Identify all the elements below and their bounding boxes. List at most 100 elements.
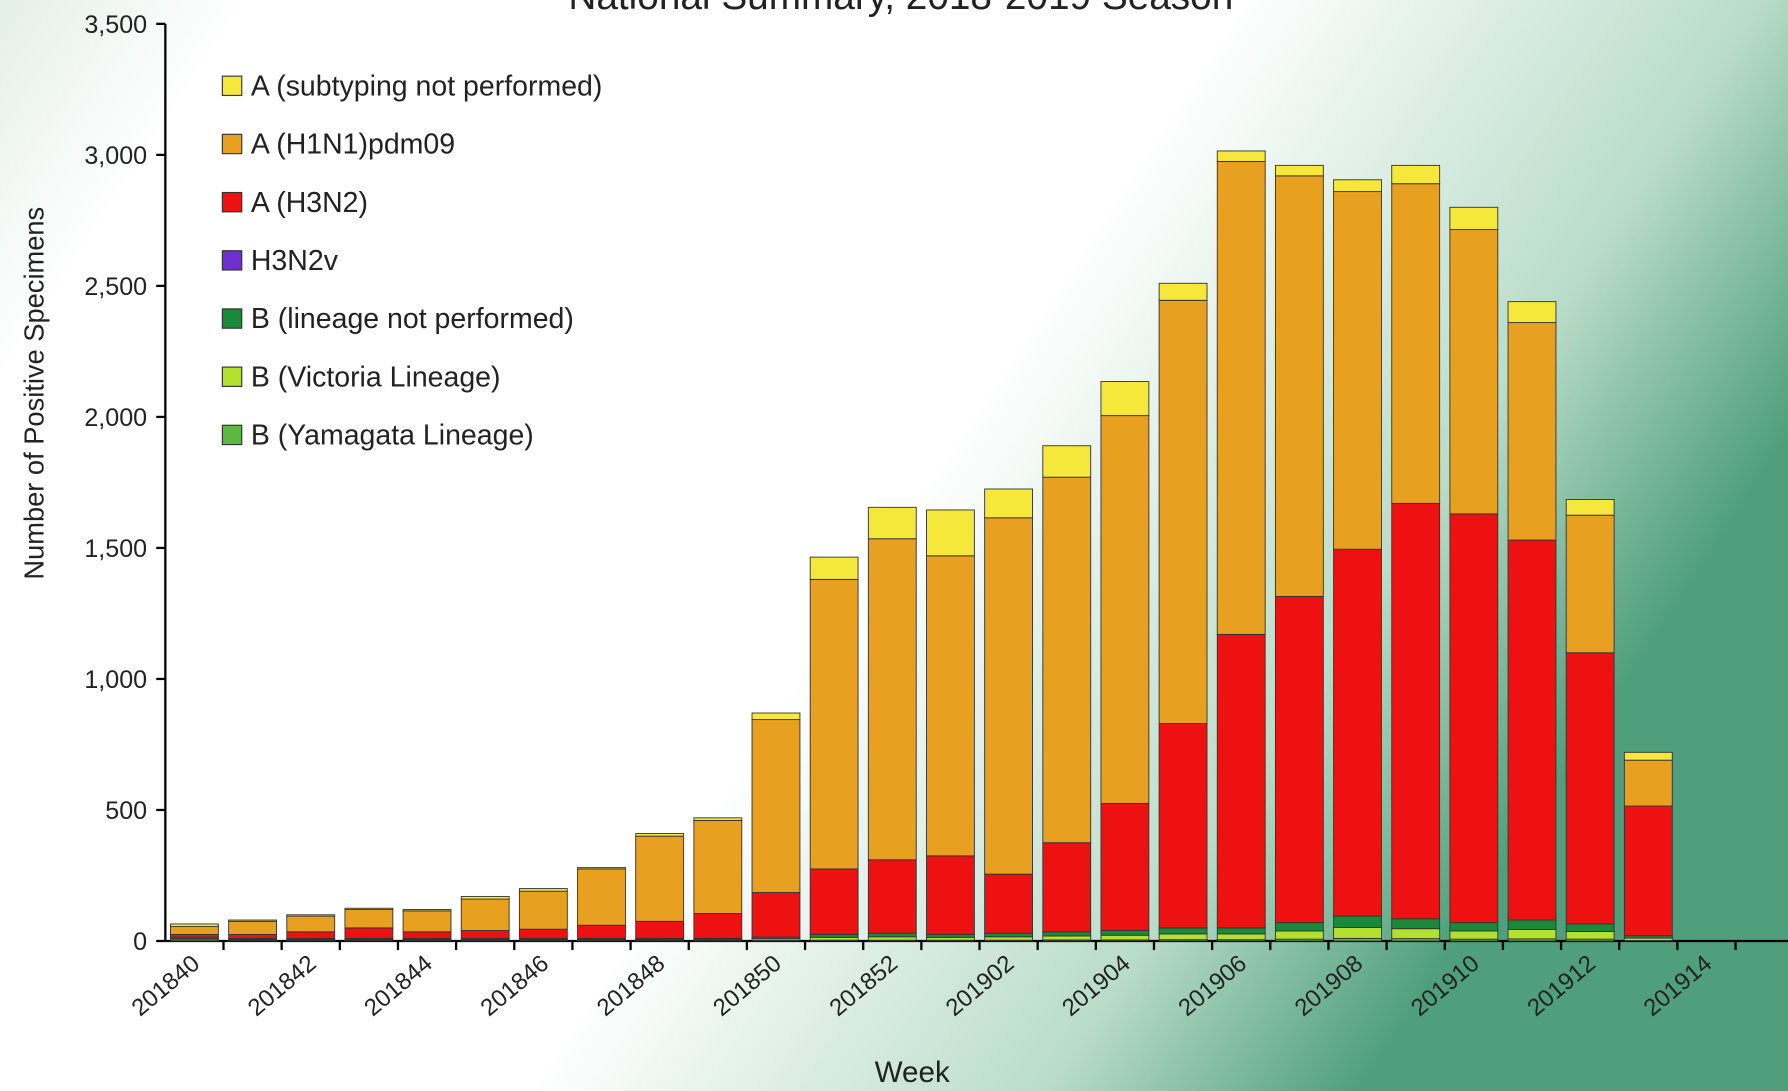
bar-segment: [1507, 539, 1557, 921]
bar-segment: [693, 819, 743, 914]
bar-segment: [1507, 301, 1557, 324]
bar-segment: [1333, 179, 1382, 193]
bar-segment: [1623, 751, 1673, 761]
bar-segment: [1449, 206, 1499, 231]
bar-segment: [1507, 929, 1557, 940]
bar-segment: [635, 920, 685, 939]
bar-segment: [460, 930, 510, 939]
legend-swatch: [221, 191, 243, 213]
bar-segment: [1100, 381, 1150, 417]
bar-segment: [1623, 759, 1673, 807]
legend-label: B (Yamagata Lineage): [251, 420, 534, 452]
bar-segment: [867, 932, 917, 938]
bar-segment: [867, 506, 917, 540]
bar-segment: [1042, 931, 1092, 937]
bar-segment: [1507, 919, 1557, 930]
legend-label: H3N2v: [251, 245, 339, 277]
bar-segment: [344, 909, 394, 929]
bar-segment: [984, 932, 1034, 938]
bar-segment: [1158, 723, 1208, 929]
bar-segment: [1333, 926, 1382, 939]
legend-swatch: [221, 366, 243, 387]
bar-segment: [577, 868, 626, 926]
bar-segment: [984, 873, 1034, 934]
bar-segment: [635, 835, 685, 922]
bar-segment: [926, 555, 975, 857]
bar-segment: [1216, 927, 1266, 935]
bar-segment: [402, 909, 452, 912]
bar-segment: [1158, 299, 1208, 724]
bar-segment: [1565, 931, 1615, 940]
bar-segment: [518, 888, 568, 892]
bar-segment: [1391, 918, 1441, 930]
legend-label: B (lineage not performed): [251, 303, 574, 335]
bar-segment: [1042, 476, 1092, 844]
bar-segment: [1042, 842, 1092, 933]
bar-segment: [1449, 930, 1499, 940]
bar-segment: [809, 556, 859, 580]
bar-segment: [460, 895, 510, 900]
bar-segment: [1565, 923, 1615, 933]
bar-segment: [1216, 933, 1266, 941]
bar-segment: [1507, 322, 1557, 541]
bar-segment: [1333, 191, 1382, 550]
bar-segment: [984, 488, 1034, 519]
bar-segment: [926, 855, 975, 935]
y-axis-label: Number of Positive Specimens: [18, 207, 49, 580]
bar-segment: [518, 890, 568, 930]
bar-segment: [1274, 164, 1324, 177]
y-tick-label: 500: [105, 797, 147, 825]
bar-segment: [518, 928, 568, 939]
bar-segment: [984, 936, 1034, 941]
bar-segment: [1216, 160, 1266, 635]
bar-segment: [1391, 928, 1441, 940]
legend-swatch: [221, 133, 243, 155]
bar-segment: [286, 931, 336, 939]
bar-segment: [751, 719, 801, 893]
legend-swatch: [221, 250, 243, 271]
bar-segment: [1042, 935, 1092, 941]
legend-label: B (Victoria Lineage): [251, 361, 501, 393]
bar-segment: [228, 919, 277, 922]
y-tick-label: 1,000: [84, 666, 147, 694]
y-tick-label: 3,000: [84, 142, 147, 170]
bar-segment: [809, 578, 859, 870]
bar-segment: [809, 868, 859, 935]
y-tick-label: 2,000: [84, 404, 147, 432]
legend-swatch: [221, 424, 243, 446]
bar-segment: [1391, 183, 1441, 504]
bar-segment: [1274, 922, 1324, 932]
bar-segment: [1158, 927, 1208, 935]
bar-segment: [1274, 595, 1324, 924]
bar-segment: [1216, 150, 1266, 162]
legend-label: A (subtyping not performed): [251, 71, 603, 103]
bar-segment: [693, 817, 743, 821]
bar-segment: [867, 936, 917, 941]
x-axis-label: Week: [875, 1056, 950, 1089]
bar-segment: [635, 833, 685, 837]
chart-title: National Summary, 2018-2019 Season: [568, 0, 1233, 18]
bar-segment: [228, 920, 277, 935]
bar-segment: [1449, 229, 1499, 515]
bar-segment: [1100, 934, 1150, 941]
bar-segment: [577, 924, 626, 939]
bar-segment: [228, 933, 277, 939]
legend-label: A (H1N1)pdm09: [251, 129, 455, 161]
bar-segment: [867, 538, 917, 861]
bar-segment: [577, 867, 626, 870]
legend-label: A (H3N2): [251, 187, 368, 219]
bar-segment: [751, 712, 801, 721]
bar-segment: [1391, 502, 1441, 920]
bar-segment: [1565, 514, 1615, 654]
y-tick-label: 3,500: [84, 11, 147, 39]
bar-segment: [1274, 930, 1324, 940]
bar-segment: [402, 910, 452, 933]
y-tick-label: 2,500: [84, 273, 147, 301]
bar-segment: [867, 859, 917, 934]
bar-segment: [1042, 445, 1092, 478]
bar-segment: [1449, 513, 1499, 924]
bar-segment: [286, 914, 336, 917]
bar-segment: [1565, 499, 1615, 516]
y-tick-label: 0: [133, 928, 147, 956]
